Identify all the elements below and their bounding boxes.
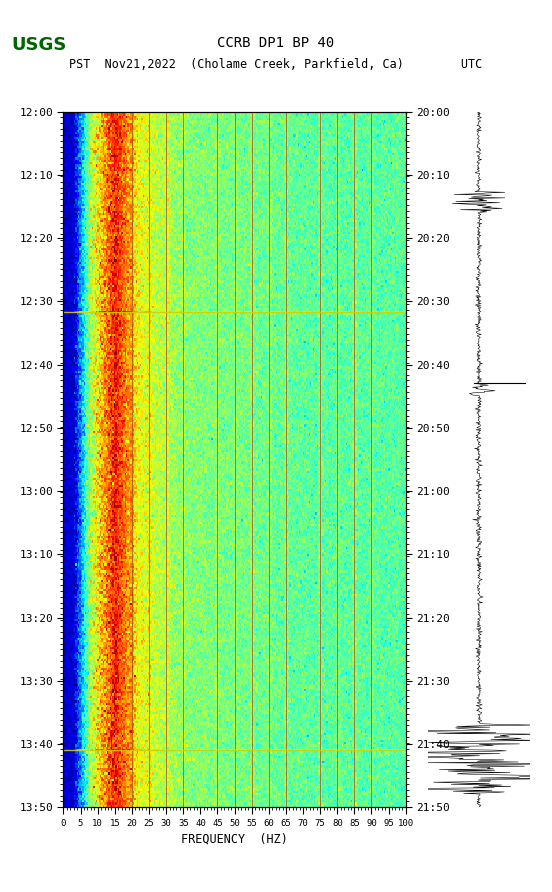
Text: CCRB DP1 BP 40: CCRB DP1 BP 40 xyxy=(217,36,335,50)
Text: PST  Nov21,2022  (Cholame Creek, Parkfield, Ca)        UTC: PST Nov21,2022 (Cholame Creek, Parkfield… xyxy=(70,58,482,71)
X-axis label: FREQUENCY  (HZ): FREQUENCY (HZ) xyxy=(181,832,288,846)
Text: USGS: USGS xyxy=(11,36,66,54)
